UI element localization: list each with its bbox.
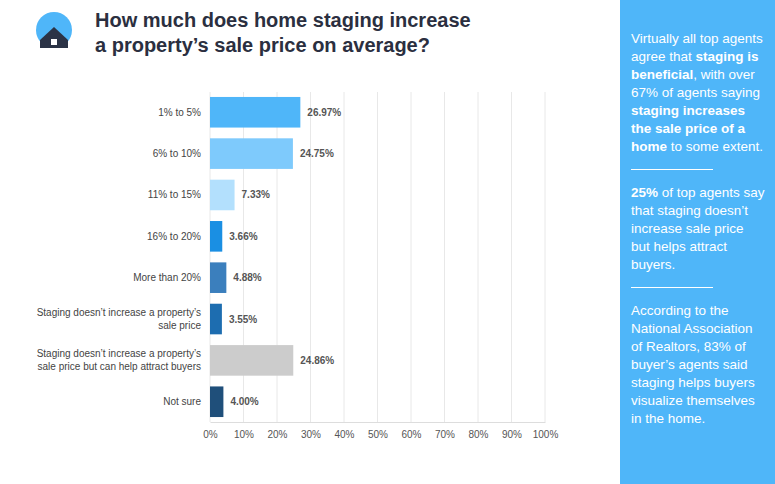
text-line: 16% to 20%: [147, 231, 201, 242]
annotation: 25% of top agents say that staging doesn…: [631, 184, 765, 274]
bar: [210, 180, 235, 211]
logo-window: [51, 39, 57, 45]
data-label: 4.00%: [230, 396, 258, 407]
chart: How much does home staging increase a pro…: [0, 0, 620, 484]
bar: [210, 345, 293, 376]
bar: [210, 221, 222, 252]
x-tick-label: 30%: [301, 429, 321, 440]
y-tick-label: Not sure: [163, 396, 201, 407]
x-axis-line: [211, 422, 546, 423]
x-tick-label: 70%: [435, 429, 455, 440]
y-tick-label: Staging doesn’t increase a property’s sal…: [37, 348, 201, 372]
bar: [210, 262, 226, 293]
title: How much does home staging increase a pro…: [95, 9, 471, 56]
y-tick: Staging doesn’t increase a property’s sal…: [37, 348, 210, 372]
annotation-text: According to the National Association of…: [631, 303, 755, 426]
data-label: 3.55%: [229, 314, 257, 325]
y-tick-label: 1% to 5%: [158, 107, 201, 118]
annotation-text: to some extent.: [667, 139, 763, 154]
grid-line: [344, 92, 345, 422]
bar: [210, 304, 222, 335]
grid-line: [377, 92, 378, 422]
text-line: 6% to 10%: [153, 148, 201, 159]
y-tick-label: 11% to 15%: [148, 189, 201, 200]
annotation: According to the National Association of…: [631, 302, 765, 428]
logo-circle: [36, 12, 72, 48]
annotation: Virtually all top agents agree that stag…: [631, 30, 765, 156]
grid-line: [444, 92, 445, 422]
x-tick: 20%: [267, 422, 287, 440]
x-tick: 70%: [435, 422, 455, 440]
x-tick-label: 80%: [468, 429, 488, 440]
data-label: 24.75%: [300, 148, 334, 159]
x-tick: 10%: [234, 422, 254, 440]
x-tick-label: 60%: [401, 429, 421, 440]
y-tick-label: More than 20%: [133, 272, 201, 283]
x-tick: 60%: [401, 422, 421, 440]
grid-line: [545, 92, 546, 422]
data-label: 3.66%: [229, 231, 257, 242]
grid-line: [511, 92, 512, 422]
y-tick-label: 16% to 20%: [147, 231, 201, 242]
y-tick: Staging doesn’t increase a property’s sal…: [37, 307, 210, 331]
text-line: a property’s sale price on average?: [95, 34, 430, 56]
y-tick: 11% to 15%: [148, 189, 210, 200]
x-tick-label: 40%: [334, 429, 354, 440]
x-tick: 80%: [468, 422, 488, 440]
text-line: Not sure: [163, 396, 201, 407]
x-tick-label: 50%: [368, 429, 388, 440]
y-axis: 1% to 5% 6% to 10% 11% to 15% 16% to 20% Mor…: [37, 107, 210, 407]
text-line: Staging doesn’t increase a property’s: [37, 307, 201, 318]
text-line: How much does home staging increase: [95, 9, 471, 31]
text-line: sale price: [158, 320, 201, 331]
bars: [210, 97, 300, 417]
x-axis: 0% 10% 20% 30% 40% 50% 60% 70% 80% 90% 100%: [203, 422, 558, 440]
bar: [210, 386, 223, 417]
logo-house: [40, 27, 68, 48]
grid-line: [310, 92, 311, 422]
y-tick: More than 20%: [133, 272, 210, 283]
data-label: 7.33%: [242, 189, 270, 200]
logo-icon: [36, 12, 72, 48]
separator: [631, 169, 713, 170]
bar: [210, 97, 300, 128]
side-panel: Virtually all top agents agree that stag…: [620, 0, 775, 484]
page: How much does home staging increase a pro…: [0, 0, 775, 484]
data-label: 24.86%: [300, 355, 334, 366]
text-line: Staging doesn’t increase a property’s: [37, 348, 201, 359]
y-tick: 6% to 10%: [153, 148, 210, 159]
data-label: 26.97%: [307, 107, 341, 118]
data-label: 4.88%: [233, 272, 261, 283]
x-tick-label: 90%: [502, 429, 522, 440]
y-tick: 16% to 20%: [147, 231, 210, 242]
text-line: 1% to 5%: [158, 107, 201, 118]
text-line: 11% to 15%: [148, 189, 201, 200]
y-tick: Not sure: [163, 396, 210, 407]
x-tick-label: 10%: [234, 429, 254, 440]
y-tick-label: Staging doesn’t increase a property’s sal…: [37, 307, 202, 331]
text-line: sale price but can help attract buyers: [38, 361, 201, 372]
data-labels: 26.97% 24.75% 7.33% 3.66% 4.88% 3.55% 24.86% 4.…: [229, 107, 341, 407]
grid-line: [478, 92, 479, 422]
text-line: More than 20%: [133, 272, 201, 283]
annotation-text: 25%: [631, 185, 658, 200]
x-tick-label: 0%: [203, 429, 218, 440]
x-tick-label: 100%: [533, 429, 559, 440]
y-tick-label: 6% to 10%: [153, 148, 201, 159]
x-tick: 30%: [301, 422, 321, 440]
separator: [631, 287, 713, 288]
bar: [210, 138, 293, 169]
x-tick-label: 20%: [267, 429, 287, 440]
y-tick: 1% to 5%: [158, 107, 210, 118]
x-tick: 50%: [368, 422, 388, 440]
x-tick: 40%: [334, 422, 354, 440]
grid-line: [411, 92, 412, 422]
grid: [210, 92, 545, 422]
x-tick: 100%: [533, 422, 559, 440]
x-tick: 90%: [502, 422, 522, 440]
x-tick: 0%: [203, 422, 218, 440]
